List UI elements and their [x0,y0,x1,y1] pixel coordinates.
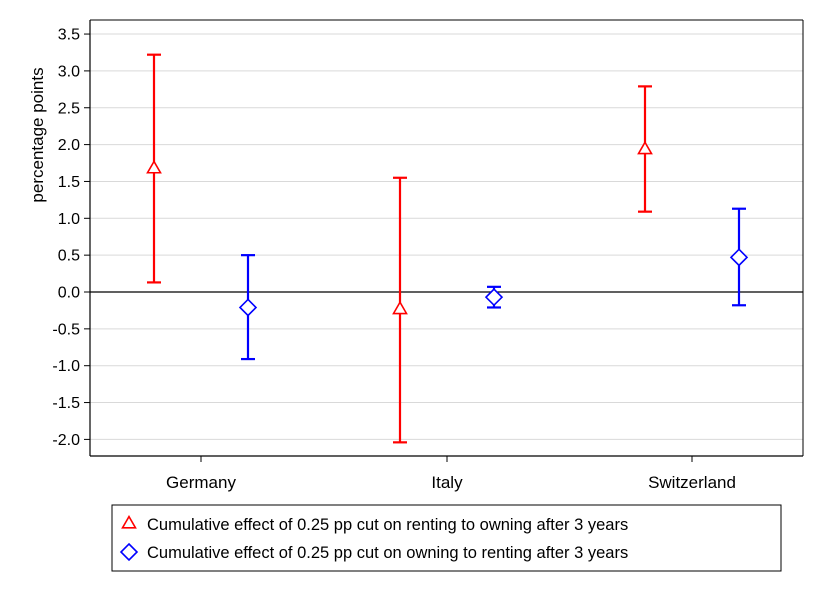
x-category-label: Switzerland [648,473,736,492]
legend-label: Cumulative effect of 0.25 pp cut on owni… [147,544,628,562]
point-triangle [146,159,162,174]
legend-box [111,504,782,572]
chart-marks [146,53,749,444]
y-tick-label: -1.5 [52,395,80,412]
y-tick-label: -1.0 [52,358,80,375]
x-category-label: Germany [166,473,236,492]
point-diamond [238,298,258,317]
y-tick-label: 2.0 [58,137,80,154]
y-tick-label: 0.0 [58,285,80,302]
y-ticks: 3.5 3.0 2.5 2.0 1.5 1.0 0.5 0.0 -0.5 -1.0 -1.5 -2.0 [52,27,90,449]
axes [89,19,804,457]
legend-diamond-icon [119,542,139,562]
point-diamond [729,248,749,267]
y-tick-label: 1.0 [58,211,80,228]
y-tick-label: 3.0 [58,63,80,80]
y-tick-label: 2.5 [58,100,80,117]
gridlines [90,33,803,440]
y-tick-label: -2.0 [52,432,80,449]
legend: Cumulative effect of 0.25 pp cut on rent… [111,504,782,572]
point-diamond [484,288,504,307]
y-tick-label: -0.5 [52,321,80,338]
legend-label: Cumulative effect of 0.25 pp cut on rent… [147,516,628,534]
legend-triangle-icon [121,514,137,529]
y-tick-label: 1.5 [58,174,80,191]
y-axis-title: percentage points [28,67,47,202]
y-tick-label: 3.5 [58,27,80,44]
point-triangle [637,140,653,155]
x-category-label: Italy [431,473,463,492]
point-triangle [392,300,408,315]
x-category-labels: Germany Italy Switzerland [166,456,736,492]
y-tick-label: 0.5 [58,248,80,265]
